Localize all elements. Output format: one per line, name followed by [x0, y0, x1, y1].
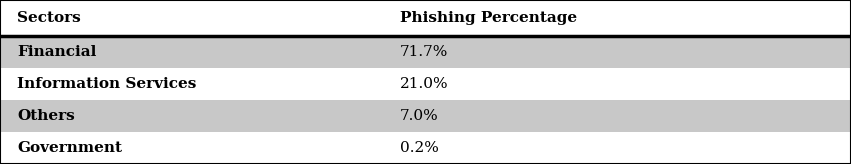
Text: Financial: Financial: [17, 45, 96, 59]
Text: Government: Government: [17, 141, 122, 155]
Text: 0.2%: 0.2%: [400, 141, 439, 155]
Bar: [0, 68, 851, 100]
Bar: [0, 132, 851, 164]
Text: Sectors: Sectors: [17, 11, 81, 25]
Bar: [0, 36, 851, 68]
Text: Information Services: Information Services: [17, 77, 197, 91]
Bar: [0, 0, 851, 36]
Text: 7.0%: 7.0%: [400, 109, 439, 123]
Bar: [0, 100, 851, 132]
Text: Phishing Percentage: Phishing Percentage: [400, 11, 577, 25]
Text: Others: Others: [17, 109, 75, 123]
Text: 21.0%: 21.0%: [400, 77, 448, 91]
Text: 71.7%: 71.7%: [400, 45, 448, 59]
